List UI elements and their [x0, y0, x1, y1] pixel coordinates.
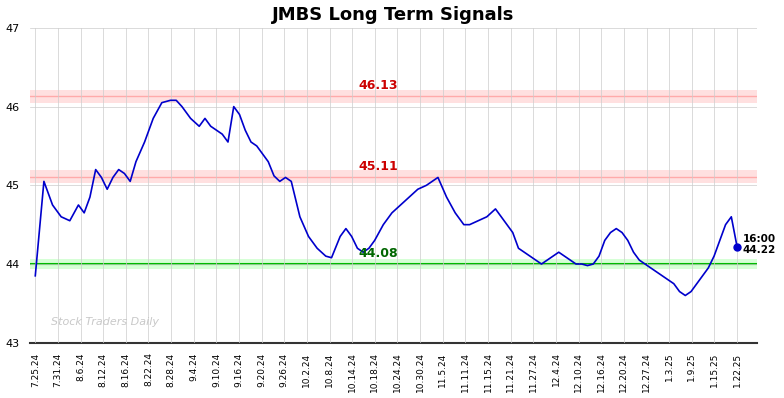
Text: Stock Traders Daily: Stock Traders Daily: [52, 317, 159, 327]
Text: 16:00
44.22: 16:00 44.22: [742, 234, 776, 255]
Bar: [30, 90, 757, 103]
Title: JMBS Long Term Signals: JMBS Long Term Signals: [272, 6, 514, 23]
Bar: [30, 170, 757, 183]
Text: 45.11: 45.11: [358, 160, 397, 173]
Text: 44.08: 44.08: [358, 247, 397, 260]
Bar: [30, 259, 757, 269]
Text: 46.13: 46.13: [358, 79, 397, 92]
